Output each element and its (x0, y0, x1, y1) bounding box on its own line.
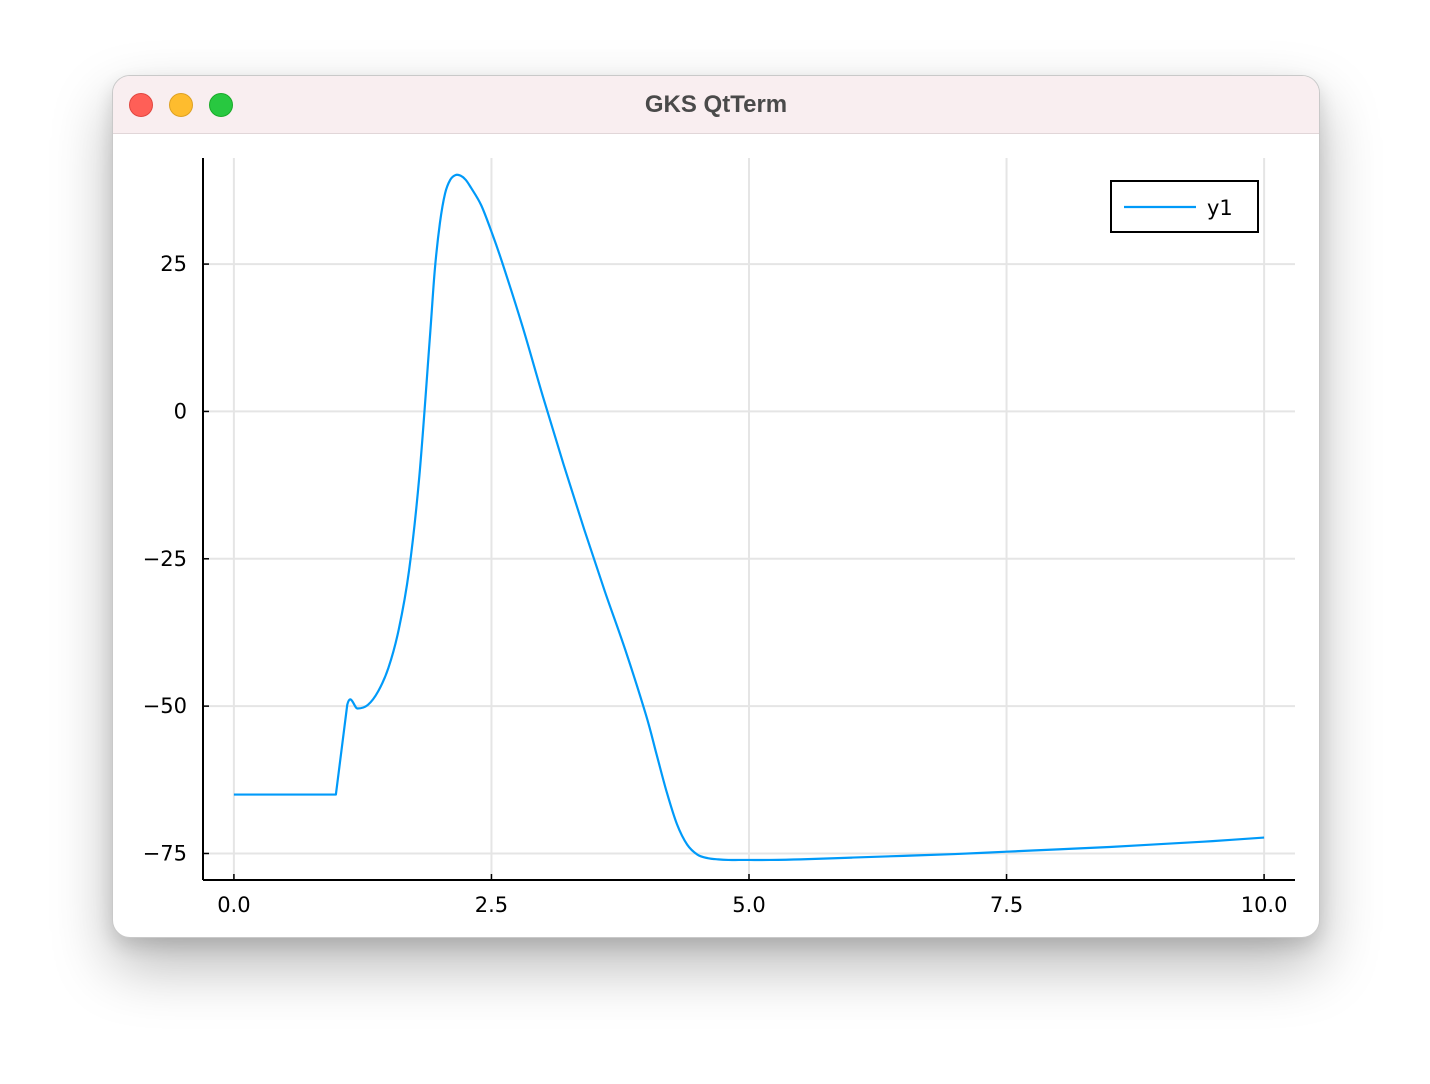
zoom-circle-icon[interactable] (209, 93, 233, 117)
window-title: GKS QtTerm (644, 91, 788, 118)
close-circle-icon[interactable] (129, 93, 153, 117)
x-tick-label: 2.5 (475, 893, 508, 917)
minimize-circle-icon[interactable] (169, 93, 193, 117)
series-layer (233, 173, 1265, 862)
line-chart: 0.0 2.5 5.0 7.5 10.0 −75 −50 −25 0 25 y1 (143, 158, 1295, 917)
series-line-y1 (233, 173, 1265, 862)
title-bar[interactable]: GKS QtTerm (113, 76, 1319, 134)
y-tick-label: 25 (160, 252, 187, 276)
legend: y1 (1110, 180, 1259, 233)
y-tick-label: −25 (143, 547, 187, 571)
plot-window: GKS QtTerm 0.0 2.5 5.0 7.5 10.0 −75 −50 −25 0 25 … (112, 75, 1320, 938)
x-tick-label: 0.0 (217, 893, 250, 917)
legend-label-y1: y1 (1207, 196, 1233, 220)
x-tick-label: 10.0 (1241, 893, 1288, 917)
plot-area: 0.0 2.5 5.0 7.5 10.0 −75 −50 −25 0 25 y1 (113, 134, 1319, 937)
ticks: 0.0 2.5 5.0 7.5 10.0 −75 −50 −25 0 25 (143, 252, 1288, 917)
y-tick-label: −50 (143, 694, 187, 718)
grid-lines (203, 158, 1295, 880)
x-tick-label: 7.5 (990, 893, 1023, 917)
y-tick-label: 0 (174, 399, 187, 423)
x-tick-label: 5.0 (732, 893, 765, 917)
y-tick-label: −75 (143, 841, 187, 865)
